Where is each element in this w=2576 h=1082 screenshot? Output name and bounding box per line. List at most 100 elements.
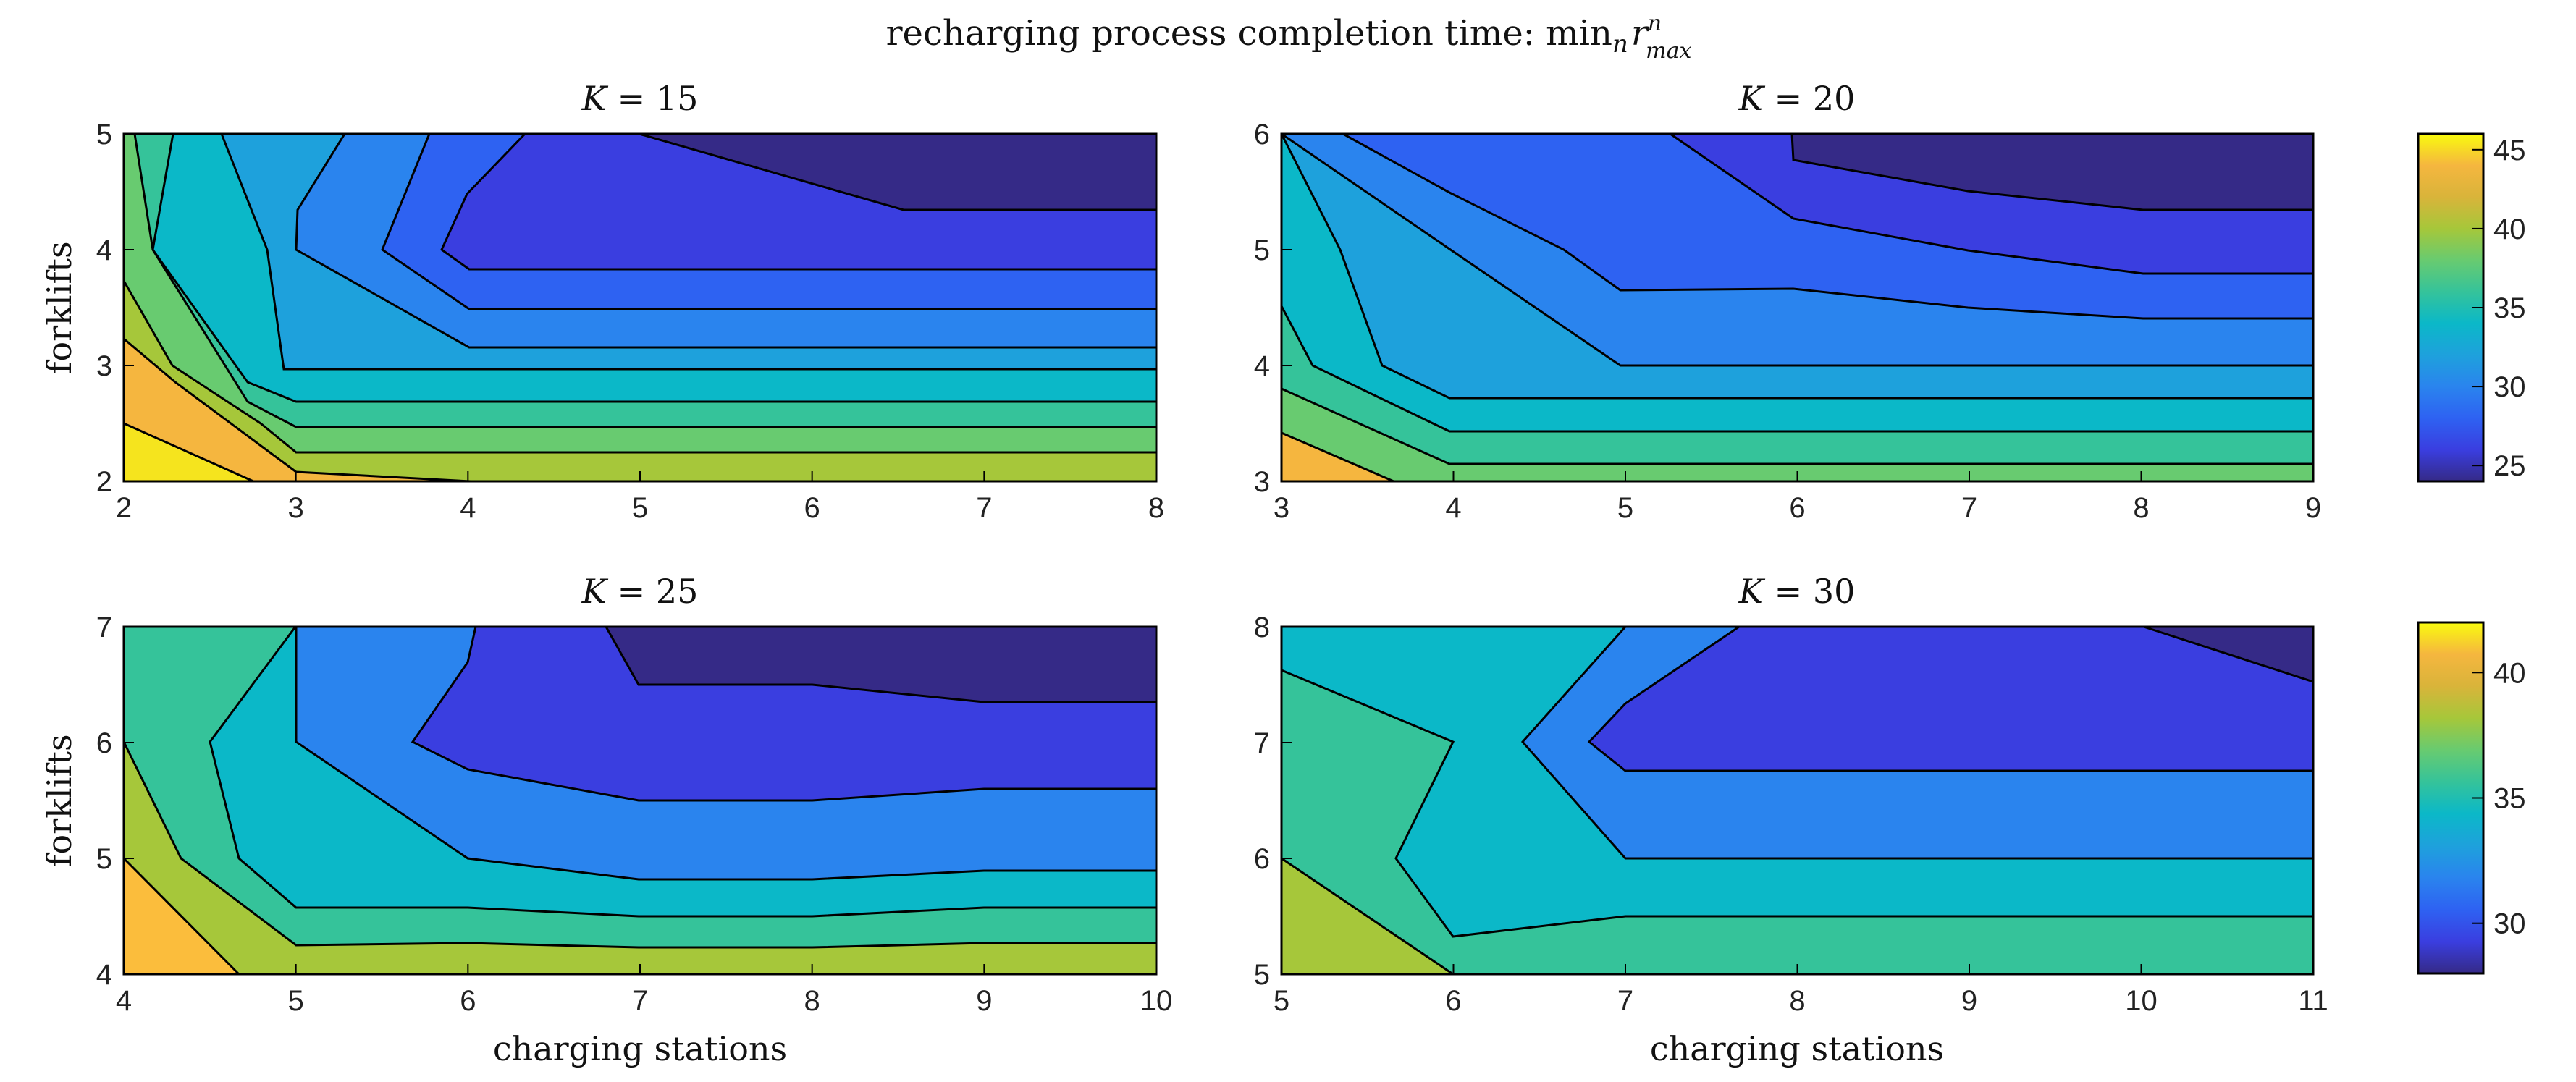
y-tick-label: 3: [96, 350, 112, 382]
colorbar-bottom-ticks: 30 35 40: [2472, 657, 2526, 940]
x-tick-label: 11: [2298, 985, 2328, 1017]
panel-k15-ticks: 2 3 4 5 6 7 8 2 3 4 5: [96, 119, 1164, 524]
x-tick-label: 6: [460, 985, 476, 1017]
contour-line-k20-6: [1280, 305, 2313, 433]
figure-title-text: recharging process completion time:: [886, 13, 1546, 54]
contour-line-k20-4: [1281, 132, 2313, 367]
contour-line-k30-5: [1281, 857, 1454, 976]
figure-title-var-sup: n: [1648, 11, 1662, 36]
y-tick-label: 4: [1254, 350, 1270, 382]
panel-k25-xlabel: charging stations: [493, 1029, 787, 1068]
panel-k20-regions: [1281, 134, 2313, 481]
panel-k15-title: K = 15: [581, 79, 699, 118]
x-tick-label: 3: [1274, 492, 1289, 524]
panel-k25-contour-lines: [122, 625, 1156, 976]
contour-line-k30-4: [1281, 669, 2313, 938]
region-k25-l34: [124, 627, 1156, 974]
x-tick-label: 5: [1617, 492, 1633, 524]
panel-k25-title-k: K: [581, 572, 609, 611]
panel-k20-title: K = 20: [1738, 79, 1856, 118]
x-tick-label: 2: [116, 492, 132, 524]
x-tick-label: 3: [288, 492, 304, 524]
figure-title-min-sub: n: [1612, 30, 1628, 59]
panel-k25-ticks: 4 5 6 7 8 9 10 4 5 6 7: [96, 612, 1173, 1017]
y-tick-label: 4: [96, 234, 112, 266]
contour-line-k15-4: [295, 133, 1156, 349]
colorbar-bottom: 30 35 40: [2417, 621, 2526, 975]
panel-k15-ylabel: forklifts: [40, 241, 79, 373]
colorbar-tick-label: 35: [2493, 783, 2526, 815]
y-tick-label: 8: [1254, 612, 1270, 643]
panel-k30-ticks: 5 6 7 8 9 10 11 5 6 7 8: [1254, 612, 2328, 1017]
panel-k20-contour-lines: [1280, 132, 2313, 483]
contour-line-k15-2: [440, 132, 1156, 271]
figure-title: recharging process completion time: minn…: [886, 11, 1692, 64]
region-k20-l38: [1281, 389, 2313, 481]
contour-line-k15-9: [123, 337, 471, 483]
colorbar-top-ticks: 25 30 35 40 45: [2472, 135, 2526, 482]
figure-title-var-sub: max: [1646, 38, 1691, 64]
contour-line-k25-5: [122, 741, 1156, 949]
x-tick-label: 9: [2305, 492, 2321, 524]
contour-line-k30-2: [1587, 625, 2313, 772]
contour-line-k20-2: [1670, 132, 2313, 275]
panel-k25-title: K = 25: [581, 572, 699, 611]
y-tick-label: 6: [96, 727, 112, 759]
region-k20-l36: [1281, 306, 2313, 481]
x-tick-label: 7: [976, 492, 992, 524]
x-tick-label: 5: [632, 492, 648, 524]
y-tick-label: 3: [1254, 466, 1270, 498]
contour-line-k25-1: [605, 626, 1156, 703]
panel-k20-ticks: 3 4 5 6 7 8 9 3 4 5 6: [1254, 119, 2321, 524]
contour-line-k25-6: [122, 857, 240, 976]
y-tick-label: 7: [1254, 727, 1270, 759]
x-tick-label: 4: [116, 985, 132, 1017]
x-tick-label: 6: [1445, 985, 1461, 1017]
panel-k30-xlabel: charging stations: [1650, 1029, 1944, 1068]
panel-k15-title-value: 15: [656, 79, 699, 118]
x-tick-label: 7: [632, 985, 648, 1017]
y-tick-label: 5: [96, 843, 112, 875]
x-tick-label: 7: [1961, 492, 1977, 524]
panel-k25: 4 5 6 7 8 9 10 4 5 6 7 K = 25 forklifts charging s…: [40, 572, 1172, 1068]
colorbar-tick-label: 25: [2493, 450, 2526, 482]
panel-k30-contour-lines: [1281, 625, 2314, 976]
contour-line-k25-2: [411, 626, 1156, 802]
figure-title-min: min: [1546, 13, 1612, 54]
y-tick-label: 7: [96, 612, 112, 643]
contour-line-k20-1: [1790, 133, 2313, 211]
contour-line-k30-1: [2143, 625, 2314, 683]
y-tick-label: 6: [1254, 843, 1270, 875]
panel-k30-regions: [1281, 627, 2313, 974]
region-k20-l32: [1281, 134, 2313, 481]
contour-line-k30-3: [1520, 626, 2313, 860]
contour-line-k15-3: [381, 133, 1156, 310]
y-tick-label: 5: [96, 119, 112, 151]
x-tick-label: 6: [1789, 492, 1805, 524]
panel-k15-contour-lines: [122, 132, 1156, 483]
panel-k30-title-value: 30: [1813, 572, 1856, 611]
x-tick-label: 5: [288, 985, 304, 1017]
colorbar-tick-label: 30: [2493, 908, 2526, 940]
contour-line-k15-5: [220, 133, 1156, 371]
y-tick-label: 5: [1254, 959, 1270, 991]
contour-line-k25-3: [295, 625, 1156, 881]
colorbar-top: 25 30 35 40 45: [2417, 132, 2526, 483]
panel-k20: 3 4 5 6 7 8 9 3 4 5 6 K = 20: [1254, 79, 2321, 524]
x-tick-label: 10: [2125, 985, 2158, 1017]
contour-line-k20-5: [1280, 133, 2313, 400]
panel-k30: 5 6 7 8 9 10 11 5 6 7 8 K = 30 charging stations: [1254, 572, 2328, 1068]
x-tick-label: 10: [1140, 985, 1173, 1017]
colorbar-tick-label: 30: [2493, 371, 2526, 403]
contour-line-k15-6: [151, 133, 1156, 403]
y-tick-label: 4: [96, 959, 112, 991]
x-tick-label: 5: [1274, 985, 1289, 1017]
colorbar-tick-label: 40: [2493, 657, 2526, 689]
region-k30-l34: [1281, 627, 2313, 974]
x-tick-label: 8: [1789, 985, 1805, 1017]
x-tick-label: 4: [1445, 492, 1461, 524]
contour-line-k15-1: [639, 132, 1156, 211]
contour-line-k15-8: [122, 280, 1156, 454]
x-tick-label: 8: [804, 985, 820, 1017]
